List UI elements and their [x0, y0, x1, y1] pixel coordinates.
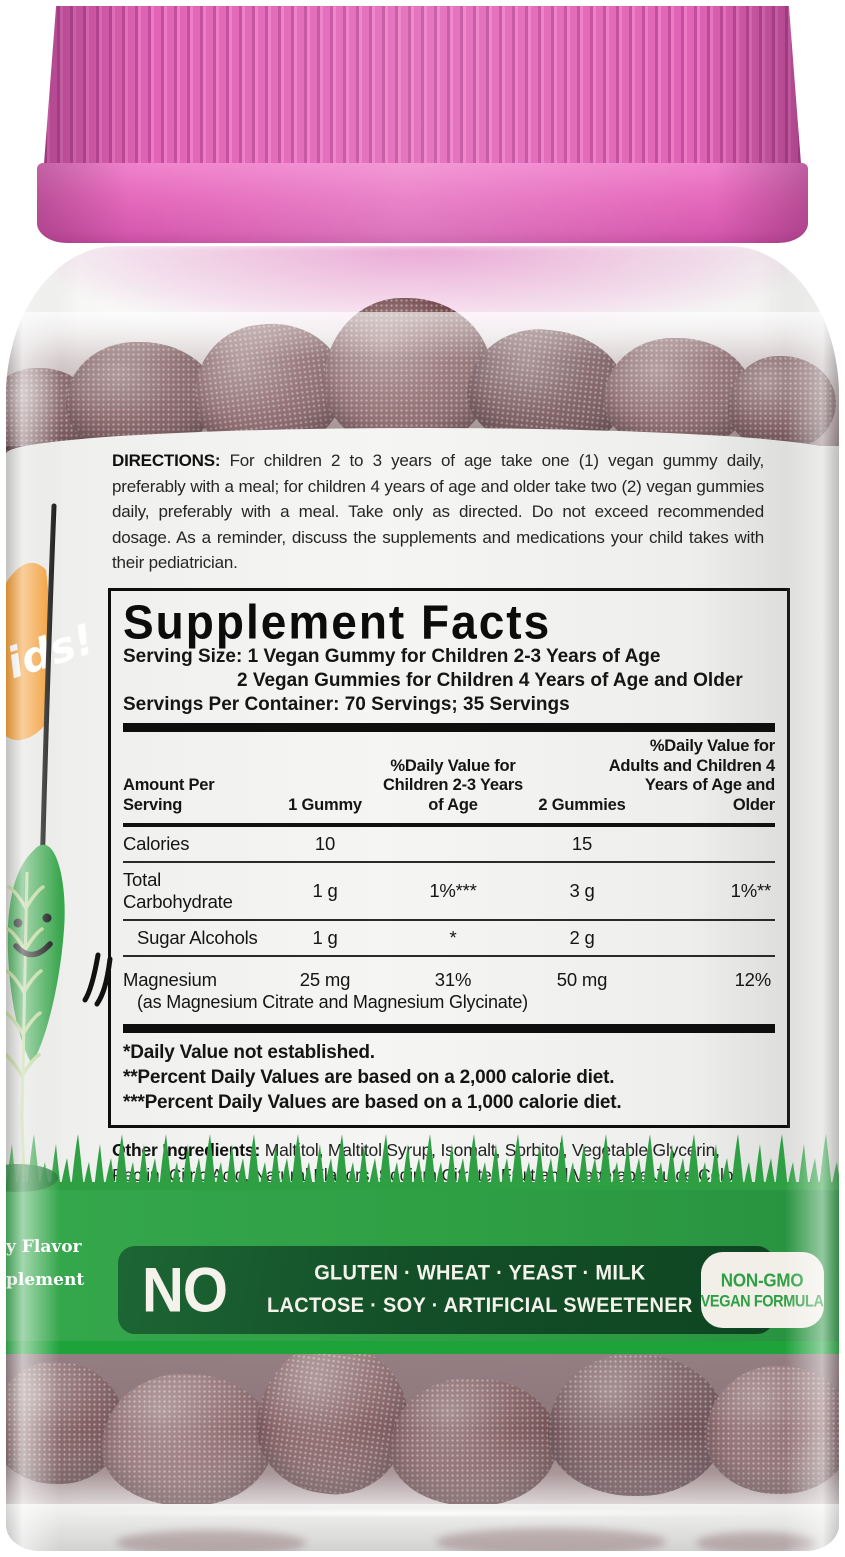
facts-row-calories: Calories 10 15 — [123, 827, 775, 861]
mascot-smile — [13, 941, 53, 958]
string-line — [28, 503, 57, 1023]
row-dv-1: 1%*** — [429, 879, 477, 901]
gummy — [102, 1374, 274, 1506]
gummy-reflection — [116, 1530, 306, 1551]
supplement-facts-panel: Supplement Facts Serving Size: 1 Vegan G… — [108, 587, 790, 1129]
gummy — [728, 356, 836, 450]
row-dv-1: 31% — [434, 968, 472, 990]
gummy — [706, 1366, 839, 1494]
serving-size-line2: 2 Vegan Gummies for Children 4 Years of … — [237, 670, 743, 692]
row-amount-2: 2 g — [569, 926, 595, 948]
thick-rule — [123, 1023, 775, 1033]
bottle-cap-ribbed-top — [44, 6, 801, 164]
bottle-base — [6, 1504, 839, 1551]
mascot-eye — [13, 918, 23, 928]
servings-per-container: Servings Per Container: 70 Servings; 35 … — [123, 694, 570, 716]
supplement-facts-title: Supplement Facts — [123, 594, 552, 649]
badge-line-1: NON-GMO — [720, 1269, 804, 1291]
footnote-2: **Percent Daily Values are based on a 2,… — [123, 1067, 615, 1088]
row-name: Magnesium — [123, 968, 217, 990]
gummy-reflection — [696, 1532, 816, 1551]
claims-line-2: LACTOSE · SOY · ARTIFICIAL SWEETENER — [267, 1294, 693, 1318]
col-1-gummy: 1 Gummy — [288, 796, 362, 815]
row-name: Total Carbohydrate — [123, 868, 233, 912]
gummies-bottom — [6, 1334, 839, 1506]
row-amount-2: 15 — [571, 832, 593, 854]
leaf-body — [7, 844, 65, 1064]
bottle-body: DIRECTIONS: For children 2 to 3 years of… — [6, 246, 839, 1551]
row-dv-1: * — [449, 926, 457, 948]
grass-illustration — [6, 1132, 839, 1190]
kids-script-fragment: ids! — [6, 614, 100, 688]
row-name: Sugar Alcohols — [137, 926, 258, 948]
col-dv-children-2-3: %Daily Value for Children 2-3 Years of A… — [382, 756, 524, 815]
gummy — [390, 1378, 558, 1506]
facts-row-sugar-alcohols: Sugar Alcohols 1 g * 2 g — [123, 918, 775, 955]
kids-badge-fragment — [6, 562, 50, 741]
row-amount-1: 10 — [314, 832, 336, 854]
non-gmo-badge: NON-GMO VEGAN FORMULA — [700, 1252, 824, 1328]
row-amount-2: 3 g — [569, 879, 595, 901]
badge-line-2: VEGAN FORMULA — [700, 1292, 824, 1311]
directions-paragraph: DIRECTIONS: For children 2 to 3 years of… — [112, 448, 764, 576]
gummy — [548, 1354, 726, 1496]
flavor-text-fragment: y Flavor plement — [6, 1231, 84, 1296]
row-amount-1: 25 mg — [299, 968, 351, 990]
row-dv-2: 12% — [734, 968, 772, 990]
row-amount-2: 50 mg — [556, 968, 608, 990]
gummies-top — [6, 298, 839, 461]
label: DIRECTIONS: For children 2 to 3 years of… — [6, 428, 839, 1354]
mascot-eye — [42, 913, 52, 923]
directions-label: DIRECTIONS: — [112, 451, 221, 470]
facts-header-row: Amount Per Serving 1 Gummy %Daily Value … — [123, 732, 775, 827]
gummy — [248, 1334, 418, 1504]
claims-line-1: GLUTEN · WHEAT · YEAST · MILK — [314, 1261, 646, 1285]
row-name: Calories — [123, 832, 190, 854]
row-amount-1: 1 g — [312, 879, 338, 901]
green-footer: NO GLUTEN · WHEAT · YEAST · MILK LACTOSE… — [6, 1188, 839, 1354]
banner-claims: GLUTEN · WHEAT · YEAST · MILK LACTOSE · … — [267, 1257, 701, 1322]
no-word: NO — [142, 1254, 228, 1326]
footnote-3: ***Percent Daily Values are based on a 1… — [123, 1092, 622, 1114]
string-line-2 — [82, 952, 113, 1007]
magnesium-source-note: (as Magnesium Citrate and Magnesium Glyc… — [137, 991, 528, 1012]
thick-rule — [123, 722, 775, 732]
facts-row-total-carbohydrate: Total Carbohydrate 1 g 1%*** 3 g 1%** — [123, 860, 775, 919]
facts-row-magnesium: Magnesium 25 mg 31% 50 mg 12% (as Magnes… — [123, 954, 775, 1019]
facts-footnotes: *Daily Value not established. **Percent … — [123, 1033, 775, 1117]
row-amount-1: 1 g — [312, 926, 338, 948]
footnote-1: *Daily Value not established. — [123, 1041, 375, 1063]
row-dv-2: 1%** — [730, 879, 772, 901]
col-amount-per-serving: Amount Per Serving — [123, 776, 215, 815]
no-claims-banner: NO GLUTEN · WHEAT · YEAST · MILK LACTOSE… — [118, 1246, 824, 1334]
gummy-reflection — [436, 1528, 666, 1551]
magnesium-values: Magnesium 25 mg 31% 50 mg 12% — [123, 963, 775, 991]
flavor-fragment-line1: y Flavor — [6, 1237, 82, 1258]
flavor-fragment-line2: plement — [6, 1269, 85, 1290]
bottle-cap-smooth-band — [37, 163, 808, 243]
col-dv-adults: %Daily Value for Adults and Children 4 Y… — [608, 736, 776, 815]
wheat-sprigs — [6, 885, 45, 1078]
